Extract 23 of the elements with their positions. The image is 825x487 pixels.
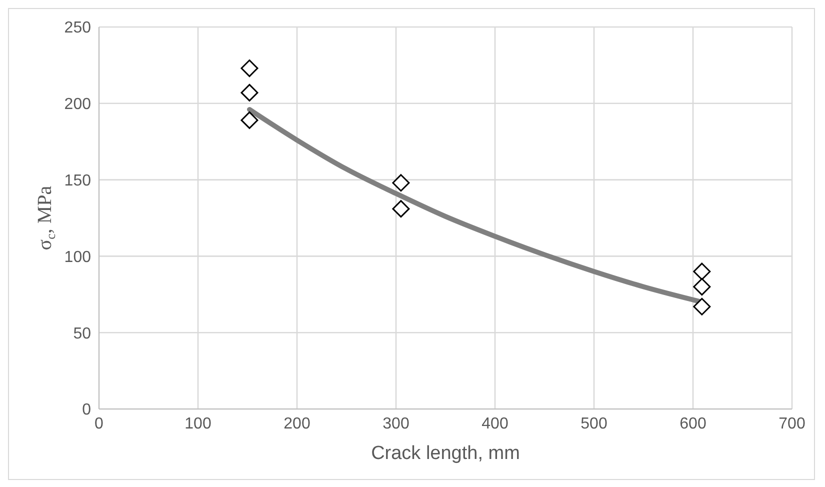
point: [240, 60, 258, 78]
point: [693, 278, 711, 296]
y-tick-label: 50: [73, 325, 92, 342]
y-tick-label: 250: [64, 20, 92, 37]
point: [240, 111, 258, 129]
x-tick-label: 700: [778, 415, 806, 432]
point: [693, 298, 711, 316]
y-tick-label: 150: [64, 172, 92, 190]
point: [693, 262, 711, 280]
y-tick-label: 0: [82, 402, 92, 419]
point: [392, 174, 410, 192]
point: [392, 200, 410, 218]
x-tick-label: 200: [284, 415, 310, 432]
x-tick-label: 400: [482, 415, 508, 432]
x-tick-label: 100: [184, 415, 212, 432]
point: [240, 84, 258, 102]
x-tick-label: 600: [680, 415, 706, 432]
x-tick-label: 300: [382, 415, 410, 432]
x-tick-label: 500: [580, 415, 608, 432]
x-tick-label: 0: [94, 415, 104, 432]
x-axis-title: Crack length, mm: [371, 443, 520, 464]
y-tick-label: 100: [64, 248, 92, 266]
y-tick-label: 200: [64, 96, 92, 114]
